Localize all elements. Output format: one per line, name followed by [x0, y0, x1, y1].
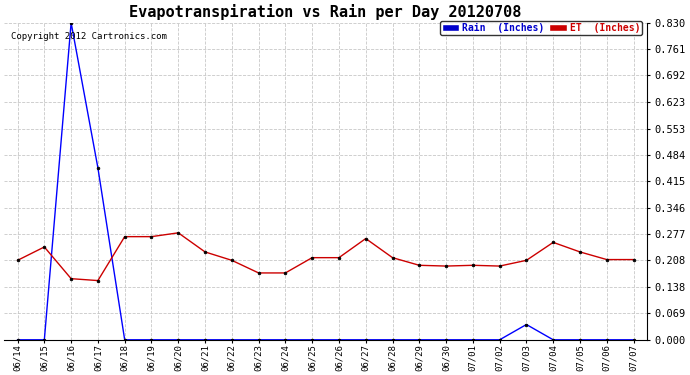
Title: Evapotranspiration vs Rain per Day 20120708: Evapotranspiration vs Rain per Day 20120… [129, 4, 522, 20]
Text: Copyright 2012 Cartronics.com: Copyright 2012 Cartronics.com [10, 32, 166, 41]
Legend: Rain  (Inches), ET  (Inches): Rain (Inches), ET (Inches) [440, 21, 642, 35]
